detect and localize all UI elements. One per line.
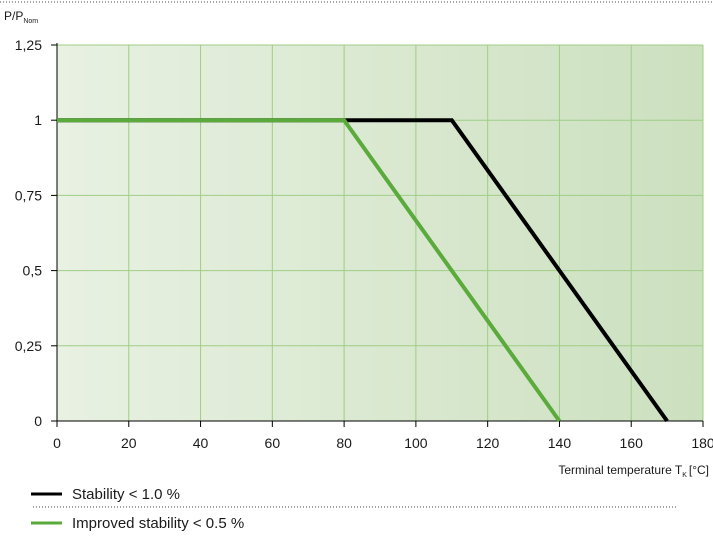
y-tick-label: 1 bbox=[34, 112, 42, 128]
legend-label-stability: Stability < 1.0 % bbox=[72, 486, 180, 503]
x-tick-label: 80 bbox=[336, 435, 352, 451]
x-tick-label: 120 bbox=[476, 435, 500, 451]
y-axis-label-sub: Nom bbox=[23, 18, 38, 25]
x-tick-label: 160 bbox=[620, 435, 644, 451]
x-tick-label: 0 bbox=[53, 435, 61, 451]
x-tick-label: 100 bbox=[404, 435, 428, 451]
x-axis-label-unit: [°C] bbox=[689, 463, 709, 477]
y-tick-labels: 0 0,25 0,5 0,75 1 1,25 bbox=[15, 37, 42, 429]
x-axis-label: Terminal temperature TK [°C] bbox=[558, 463, 709, 479]
y-tick-label: 0,75 bbox=[15, 187, 42, 203]
plot-area bbox=[57, 45, 703, 421]
x-tick-label: 140 bbox=[548, 435, 572, 451]
series-line-improved-stability bbox=[57, 118, 562, 423]
x-axis-label-main: Terminal temperature T bbox=[558, 463, 682, 477]
y-tick-label: 0,5 bbox=[23, 263, 43, 279]
y-tick-label: 1,25 bbox=[15, 37, 42, 53]
series-lines bbox=[57, 118, 669, 423]
x-tick-label: 20 bbox=[121, 435, 137, 451]
x-tick-label: 40 bbox=[193, 435, 209, 451]
y-tick-label: 0,25 bbox=[15, 338, 42, 354]
y-axis-label-main: P/P bbox=[4, 9, 23, 23]
x-tick-labels: 0 20 40 60 80 100 120 140 160 180 bbox=[53, 435, 713, 451]
x-tick-label: 60 bbox=[265, 435, 281, 451]
x-axis-label-sub: K bbox=[682, 472, 687, 479]
axes bbox=[51, 43, 704, 427]
legend: Stability < 1.0 % Improved stability < 0… bbox=[31, 486, 676, 532]
y-tick-label: 0 bbox=[34, 413, 42, 429]
y-axis-label: P/PNom bbox=[4, 9, 38, 25]
x-tick-label: 180 bbox=[691, 435, 713, 451]
legend-label-improved: Improved stability < 0.5 % bbox=[72, 515, 244, 532]
